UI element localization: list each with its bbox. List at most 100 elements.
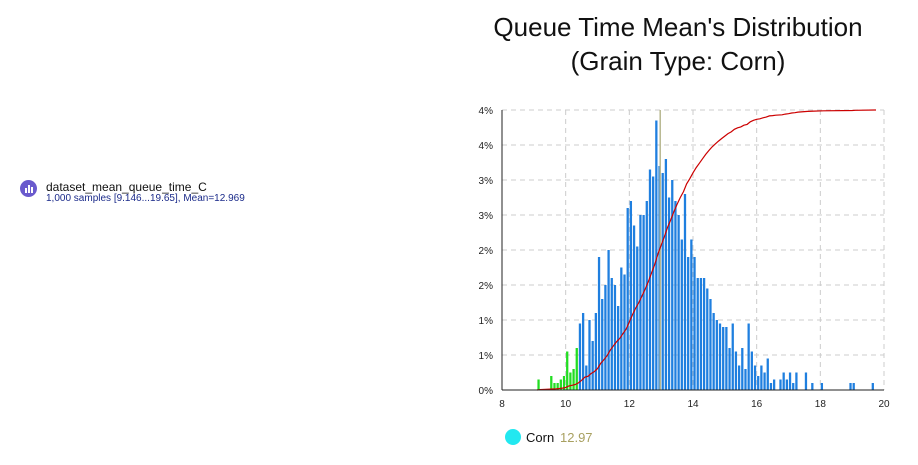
- histogram-bar: [604, 285, 607, 390]
- histogram-bar: [785, 379, 788, 390]
- histogram-bar: [804, 372, 808, 390]
- y-tick-label: 3%: [479, 176, 494, 187]
- histogram-bar: [696, 278, 699, 390]
- histogram-bar: [642, 215, 645, 390]
- variable-name[interactable]: dataset_mean_queue_time_C: [46, 180, 207, 194]
- histogram-bar: [782, 372, 785, 390]
- histogram-bar: [699, 278, 703, 390]
- histogram-bar: [677, 215, 680, 390]
- x-tick-label: 10: [560, 399, 572, 410]
- histogram-bar: [667, 197, 671, 390]
- x-tick-label: 14: [687, 399, 699, 410]
- y-tick-label: 4%: [479, 106, 494, 117]
- histogram-bar: [728, 348, 731, 390]
- histogram-bar: [674, 201, 677, 390]
- legend-value: 12.97: [560, 430, 593, 445]
- x-tick-label: 16: [751, 399, 763, 410]
- chart-title: Queue Time Mean's Distribution: [493, 12, 863, 42]
- histogram-bar: [734, 351, 738, 390]
- histogram-bar: [849, 383, 852, 390]
- histogram-bar: [639, 215, 642, 390]
- y-tick-label: 3%: [479, 211, 494, 222]
- y-tick-label: 2%: [479, 246, 494, 257]
- y-tick-label: 4%: [479, 141, 494, 152]
- histogram-bar: [731, 323, 734, 390]
- histogram-bar: [690, 239, 693, 390]
- histogram-bar: [747, 323, 750, 390]
- histogram-icon[interactable]: [20, 180, 37, 197]
- histogram-bar: [597, 257, 601, 390]
- histogram-bar: [712, 313, 715, 390]
- histogram-bar: [757, 376, 760, 390]
- histogram-bar: [820, 383, 824, 390]
- histogram-bar: [683, 194, 687, 390]
- histogram-bar: [648, 169, 652, 390]
- histogram-bar: [591, 341, 594, 390]
- histogram-bar: [556, 383, 559, 390]
- y-tick-label: 1%: [479, 316, 494, 327]
- histogram-bar: [709, 299, 712, 390]
- histogram-bar: [792, 383, 795, 390]
- histogram-bar: [769, 383, 773, 390]
- histogram-bar: [671, 180, 674, 390]
- cdf-curve: [536, 109, 876, 391]
- histogram-bar: [572, 369, 575, 390]
- histogram-bar: [559, 379, 562, 390]
- histogram-bar: [753, 365, 757, 390]
- histogram-bar: [613, 285, 617, 390]
- histogram-bar: [750, 351, 753, 390]
- histogram-bar: [741, 348, 744, 390]
- y-tick-label: 0%: [479, 386, 494, 397]
- histogram-bar: [664, 159, 668, 390]
- histogram-bar: [760, 365, 763, 390]
- histogram-bar: [581, 313, 585, 390]
- histogram-bar: [569, 372, 572, 390]
- histogram-bar: [575, 348, 578, 390]
- chart-subtitle: (Grain Type: Corn): [570, 46, 786, 76]
- histogram-bar: [550, 376, 553, 390]
- histogram-bar: [626, 208, 629, 390]
- histogram-bar: [722, 327, 725, 390]
- histogram-bar: [795, 372, 798, 390]
- histogram-bar: [629, 201, 633, 390]
- histogram-bar: [779, 379, 782, 390]
- histogram-bar: [706, 288, 709, 390]
- histogram-bar: [585, 365, 588, 390]
- legend-marker: [505, 429, 521, 445]
- histogram-bar: [852, 383, 855, 390]
- histogram-bar: [811, 383, 814, 390]
- histogram-bar: [702, 278, 706, 390]
- histogram-bar: [610, 278, 613, 390]
- histogram-bar: [788, 372, 792, 390]
- x-tick-label: 18: [815, 399, 827, 410]
- histogram-bar: [537, 379, 540, 390]
- histogram-bar: [871, 383, 874, 390]
- histogram-bar: [744, 369, 747, 390]
- histogram-bar: [566, 351, 569, 390]
- x-tick-label: 12: [624, 399, 636, 410]
- histogram-bar: [553, 383, 556, 390]
- histogram-bar: [620, 267, 623, 390]
- histogram-bar: [763, 372, 766, 390]
- histogram-bar: [578, 323, 582, 390]
- histogram-bar: [601, 299, 604, 390]
- histogram-bar: [607, 250, 610, 390]
- histogram-bar: [617, 306, 620, 390]
- histogram-bar: [687, 257, 690, 390]
- histogram-bar: [725, 327, 728, 390]
- histogram-bar: [715, 320, 718, 390]
- histogram-bar: [680, 239, 683, 390]
- histogram-bar: [718, 323, 722, 390]
- histogram-bar: [636, 246, 639, 390]
- histogram-bar: [645, 201, 648, 390]
- histogram-bar: [693, 257, 696, 390]
- histogram-bar: [655, 120, 658, 390]
- histogram-bar: [562, 376, 566, 390]
- histogram-bar: [594, 313, 597, 390]
- legend-label: Corn: [526, 430, 555, 445]
- histogram-bar: [588, 320, 591, 390]
- x-tick-label: 8: [499, 399, 505, 410]
- histogram-bar: [652, 176, 655, 390]
- histogram-bar: [661, 173, 664, 390]
